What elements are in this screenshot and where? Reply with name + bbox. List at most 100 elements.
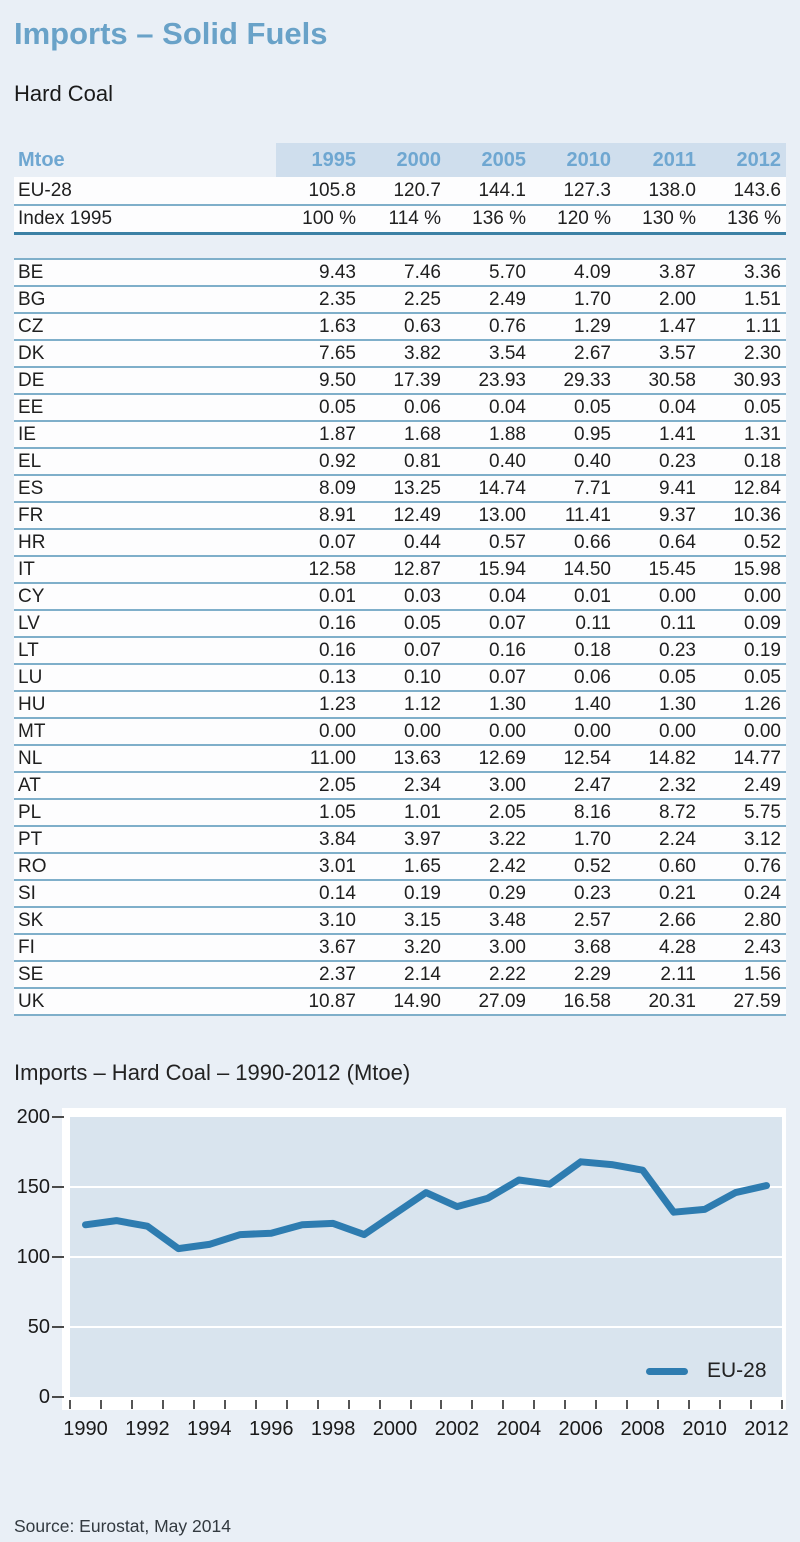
cell-value: 10.87 — [276, 987, 361, 1016]
cell-value: 1.47 — [616, 312, 701, 340]
cell-value: 0.18 — [531, 636, 616, 664]
section-subtitle: Hard Coal — [14, 81, 114, 106]
row-label: HU — [14, 690, 276, 718]
x-axis-tick — [471, 1400, 474, 1409]
chart: EU-28 200 150 100 50 0 — [14, 1106, 786, 1410]
gridline — [70, 1326, 782, 1328]
cell-value: 0.44 — [361, 528, 446, 556]
cell-value: 15.94 — [446, 555, 531, 583]
cell-value: 2.37 — [276, 960, 361, 988]
country-row: HU 1.23 1.12 1.30 1.40 1.30 1.26 — [14, 690, 786, 718]
unit-label: Mtoe — [18, 148, 65, 171]
x-axis-label: 1990 — [63, 1418, 108, 1440]
page-title: Imports – Solid Fuels — [14, 16, 328, 51]
country-row: CY 0.01 0.03 0.04 0.01 0.00 0.00 — [14, 582, 786, 610]
cell-value: 1.29 — [531, 312, 616, 340]
x-axis-tick — [99, 1400, 102, 1409]
y-axis-label: 0 — [38, 1386, 50, 1408]
cell-value: 13.25 — [361, 474, 446, 502]
cell-value: 0.29 — [446, 879, 531, 907]
cell-value: 0.21 — [616, 879, 701, 907]
row-label: FI — [14, 933, 276, 961]
country-row: DK 7.65 3.82 3.54 2.67 3.57 2.30 — [14, 339, 786, 367]
cell-value: 130 % — [616, 204, 701, 235]
row-label: SI — [14, 879, 276, 907]
cell-value: 14.77 — [701, 744, 786, 772]
cell-value: 2.11 — [616, 960, 701, 988]
row-label: UK — [14, 987, 276, 1016]
x-axis-tick — [688, 1400, 691, 1409]
country-row: FI 3.67 3.20 3.00 3.68 4.28 2.43 — [14, 933, 786, 961]
cell-value: 1.40 — [531, 690, 616, 718]
cell-value: 2.14 — [361, 960, 446, 988]
summary-row: EU-28 105.8 120.7 144.1 127.3 138.0 143.6 — [14, 177, 786, 205]
cell-value: 12.54 — [531, 744, 616, 772]
cell-value: 0.11 — [616, 609, 701, 637]
row-label: SE — [14, 960, 276, 988]
cell-value: 17.39 — [361, 366, 446, 394]
x-axis-tick — [254, 1400, 257, 1409]
x-axis-tick — [595, 1400, 598, 1409]
cell-value: 2.43 — [701, 933, 786, 961]
x-axis-tick — [69, 1400, 71, 1409]
y-axis-tick — [52, 1256, 64, 1258]
cell-value: 2.67 — [531, 339, 616, 367]
cell-value: 0.16 — [446, 636, 531, 664]
year-header: 1995 — [276, 143, 361, 177]
x-axis-tick — [719, 1400, 722, 1409]
x-axis-tick — [378, 1400, 381, 1409]
cell-value: 0.66 — [531, 528, 616, 556]
cell-value: 0.00 — [276, 717, 361, 745]
x-axis-tick — [223, 1400, 226, 1409]
cell-value: 2.24 — [616, 825, 701, 853]
cell-value: 2.05 — [446, 798, 531, 826]
cell-value: 1.51 — [701, 285, 786, 313]
cell-value: 0.13 — [276, 663, 361, 691]
cell-value: 1.70 — [531, 825, 616, 853]
cell-value: 9.37 — [616, 501, 701, 529]
country-row: UK 10.87 14.90 27.09 16.58 20.31 27.59 — [14, 987, 786, 1016]
cell-value: 0.19 — [701, 636, 786, 664]
cell-value: 3.54 — [446, 339, 531, 367]
cell-value: 30.58 — [616, 366, 701, 394]
cell-value: 12.58 — [276, 555, 361, 583]
cell-value: 0.03 — [361, 582, 446, 610]
cell-value: 3.48 — [446, 906, 531, 934]
cell-value: 0.05 — [531, 393, 616, 421]
cell-value: 4.28 — [616, 933, 701, 961]
country-row: MT 0.00 0.00 0.00 0.00 0.00 0.00 — [14, 717, 786, 745]
cell-value: 0.52 — [701, 528, 786, 556]
cell-value: 0.76 — [446, 312, 531, 340]
country-row: BE 9.43 7.46 5.70 4.09 3.87 3.36 — [14, 258, 786, 286]
cell-value: 3.15 — [361, 906, 446, 934]
cell-value: 9.41 — [616, 474, 701, 502]
year-header: 2010 — [531, 143, 616, 177]
cell-value: 1.68 — [361, 420, 446, 448]
row-label: LV — [14, 609, 276, 637]
cell-value: 9.43 — [276, 258, 361, 286]
row-label: DK — [14, 339, 276, 367]
row-label: PL — [14, 798, 276, 826]
country-row: SE 2.37 2.14 2.22 2.29 2.11 1.56 — [14, 960, 786, 988]
x-axis-tick — [564, 1400, 567, 1409]
cell-value: 2.57 — [531, 906, 616, 934]
cell-value: 1.63 — [276, 312, 361, 340]
country-row: RO 3.01 1.65 2.42 0.52 0.60 0.76 — [14, 852, 786, 880]
cell-value: 0.07 — [361, 636, 446, 664]
cell-value: 16.58 — [531, 987, 616, 1016]
row-label: FR — [14, 501, 276, 529]
x-axis-label: 1998 — [310, 1418, 356, 1440]
cell-value: 3.68 — [531, 933, 616, 961]
plot-area: EU-28 — [70, 1117, 782, 1397]
cell-value: 114 % — [361, 204, 446, 235]
cell-value: 0.64 — [616, 528, 701, 556]
cell-value: 136 % — [701, 204, 786, 235]
cell-value: 1.65 — [361, 852, 446, 880]
cell-value: 0.00 — [616, 717, 701, 745]
summary-rows: EU-28 105.8 120.7 144.1 127.3 138.0 143.6 Index… — [14, 177, 786, 235]
cell-value: 0.10 — [361, 663, 446, 691]
country-row: NL 11.00 13.63 12.69 12.54 14.82 14.77 — [14, 744, 786, 772]
cell-value: 138.0 — [616, 177, 701, 205]
cell-value: 0.00 — [616, 582, 701, 610]
cell-value: 2.49 — [701, 771, 786, 799]
